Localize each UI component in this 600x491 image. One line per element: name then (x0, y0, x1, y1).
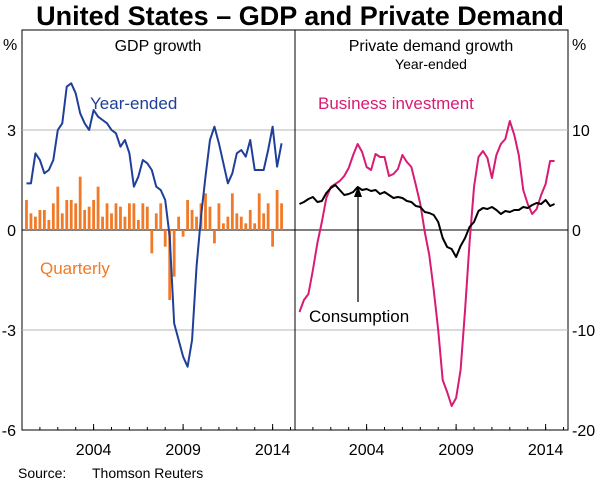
series-label-consumption: Consumption (309, 307, 409, 326)
consumption-arrow (354, 186, 362, 302)
quarterly-bar (235, 213, 239, 230)
quarterly-bar (177, 216, 181, 230)
quarterly-bar (230, 193, 234, 230)
quarterly-bar (56, 186, 60, 230)
quarterly-bar (217, 203, 221, 230)
quarterly-bar (110, 213, 113, 230)
quarterly-bar (204, 193, 207, 230)
left-y-tick-label: 3 (7, 123, 16, 140)
series-label-business-investment: Business investment (318, 94, 474, 113)
quarterly-bar (248, 210, 252, 230)
x-tick-label: 2009 (165, 442, 201, 459)
quarterly-bar (253, 223, 257, 230)
x-tick-label: 2014 (255, 442, 291, 459)
quarterly-bar (145, 206, 149, 230)
source-label: Source: (18, 465, 66, 481)
quarterly-bar (47, 220, 51, 230)
quarterly-bar (280, 203, 283, 230)
series-line-consumption (299, 184, 555, 258)
quarterly-bar (51, 203, 55, 230)
quarterly-bar (96, 186, 100, 230)
quarterly-bar (271, 230, 275, 247)
quarterly-bar (221, 223, 225, 230)
quarterly-bar (141, 203, 145, 230)
quarterly-bar (105, 203, 109, 230)
quarterly-bar (213, 230, 216, 244)
quarterly-bar (262, 213, 266, 230)
quarterly-bar (38, 210, 42, 230)
right-y-tick-label: -10 (572, 323, 595, 340)
right-unit-label: % (572, 37, 586, 54)
series-line-year-ended (26, 82, 283, 368)
quarterly-bar (239, 216, 243, 230)
quarterly-bar (65, 200, 69, 230)
quarterly-bar (74, 203, 78, 230)
series-label-quarterly: Quarterly (40, 259, 110, 278)
right-y-ticks: 10 0 -10 -20 (572, 123, 595, 440)
right-y-tick-label: 10 (572, 123, 590, 140)
quarterly-bar (163, 230, 167, 247)
quarterly-bar (168, 230, 172, 300)
quarterly-bar (83, 210, 87, 230)
quarterly-bar (87, 206, 91, 230)
quarterly-bars (25, 176, 283, 300)
right-lines (298, 120, 555, 407)
quarterly-bar (42, 210, 46, 230)
quarterly-bar (154, 213, 158, 230)
right-y-tick-label: 0 (572, 223, 581, 240)
quarterly-bar (114, 203, 118, 230)
quarterly-bar (275, 190, 279, 230)
left-panel-title: GDP growth (115, 38, 202, 55)
quarterly-bar (69, 200, 73, 230)
quarterly-bar (119, 206, 122, 230)
quarterly-bar (78, 176, 82, 230)
quarterly-bar (25, 200, 28, 230)
x-ticks: 2004 2009 2014 2004 2009 2014 (21, 424, 565, 459)
quarterly-bar (195, 216, 198, 230)
series-line-business-investment (298, 120, 555, 407)
quarterly-bar (132, 203, 136, 230)
left-y-tick-label: -6 (2, 423, 16, 440)
left-y-tick-label: -3 (2, 323, 16, 340)
quarterly-bar (136, 220, 140, 230)
quarterly-bar (208, 206, 212, 230)
x-tick-label: 2004 (349, 442, 385, 459)
x-tick-label: 2004 (76, 442, 112, 459)
quarterly-bar (128, 203, 131, 230)
quarterly-bar (101, 216, 104, 230)
x-tick-label: 2014 (528, 442, 564, 459)
quarterly-bar (181, 230, 185, 237)
quarterly-bar (123, 216, 127, 230)
quarterly-bar (150, 230, 154, 254)
left-unit-label: % (3, 37, 17, 54)
left-y-tick-label: 0 (7, 223, 16, 240)
left-y-ticks: 3 0 -3 -6 (2, 123, 16, 440)
quarterly-bar (29, 213, 33, 230)
quarterly-bar (190, 210, 194, 230)
source-value: Thomson Reuters (92, 465, 203, 481)
quarterly-bar (92, 200, 96, 230)
quarterly-bar (172, 230, 176, 277)
series-label-year-ended: Year-ended (90, 94, 177, 113)
chart-title: United States – GDP and Private Demand (36, 1, 564, 31)
quarterly-bar (34, 216, 37, 230)
right-panel-title: Private demand growth (349, 38, 514, 55)
quarterly-bar (226, 216, 230, 230)
right-panel-subtitle: Year-ended (395, 56, 467, 72)
left-lines (26, 82, 283, 368)
quarterly-bar (257, 193, 261, 230)
quarterly-bar (60, 213, 64, 230)
x-tick-label: 2009 (438, 442, 474, 459)
quarterly-bar (266, 203, 270, 230)
quarterly-bar (244, 223, 248, 230)
right-y-tick-label: -20 (572, 423, 595, 440)
quarterly-bar (159, 203, 163, 230)
quarterly-bar (186, 200, 189, 230)
